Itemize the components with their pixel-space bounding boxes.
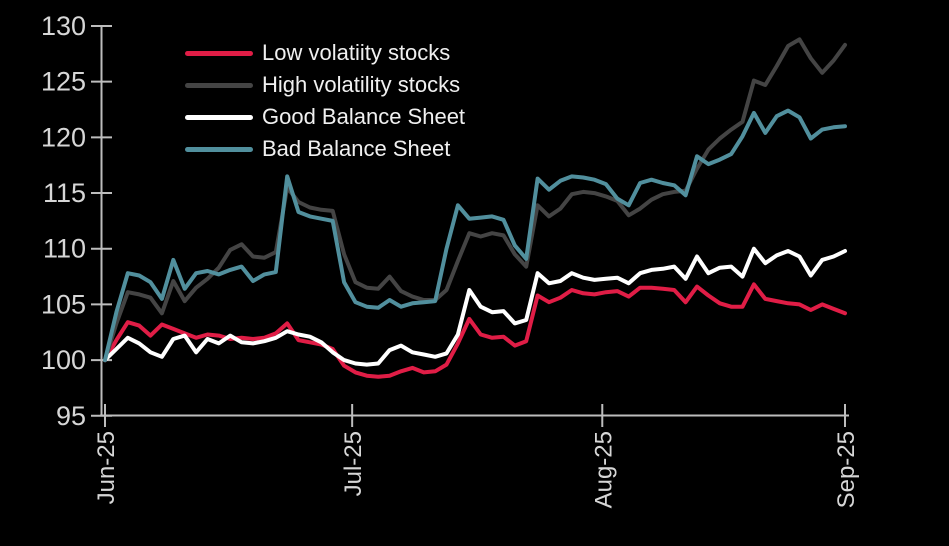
y-axis-label: 110 [43,234,86,264]
legend-item: Good Balance Sheet [185,101,465,133]
legend-swatch-line [185,50,253,56]
chart-legend: Low volatiity stocks High volatility stoc… [185,37,465,165]
series-line-high-volatility-stocks [103,37,847,363]
legend-item: High volatility stocks [185,69,465,101]
legend-swatch-line [185,82,253,88]
x-axis-label: Aug-25 [590,431,617,508]
x-axis-label: Jun-25 [93,431,120,504]
legend-swatch-line [185,146,253,152]
series-line-good-balance-sheet [103,246,847,367]
y-axis-label: 130 [41,11,86,41]
legend-label: Good Balance Sheet [262,104,466,129]
x-axis-label: Jul-25 [340,431,367,496]
x-axis-label: Sep-25 [833,431,860,508]
legend-item: Low volatiity stocks [185,37,465,69]
legend-item: Bad Balance Sheet [185,133,465,165]
y-axis-label: 95 [56,401,86,431]
y-axis-label: 100 [41,345,86,375]
y-axis-label: 105 [41,289,86,319]
legend-label: Bad Balance Sheet [262,136,451,161]
legend-label: Low volatiity stocks [262,40,451,65]
series-line-bad-balance-sheet [103,108,847,363]
y-axis-label: 125 [41,67,86,97]
legend-label: High volatility stocks [262,72,461,97]
y-axis-label: 115 [43,178,86,208]
y-axis-label: 120 [41,122,86,152]
legend-swatch-line [185,114,253,120]
